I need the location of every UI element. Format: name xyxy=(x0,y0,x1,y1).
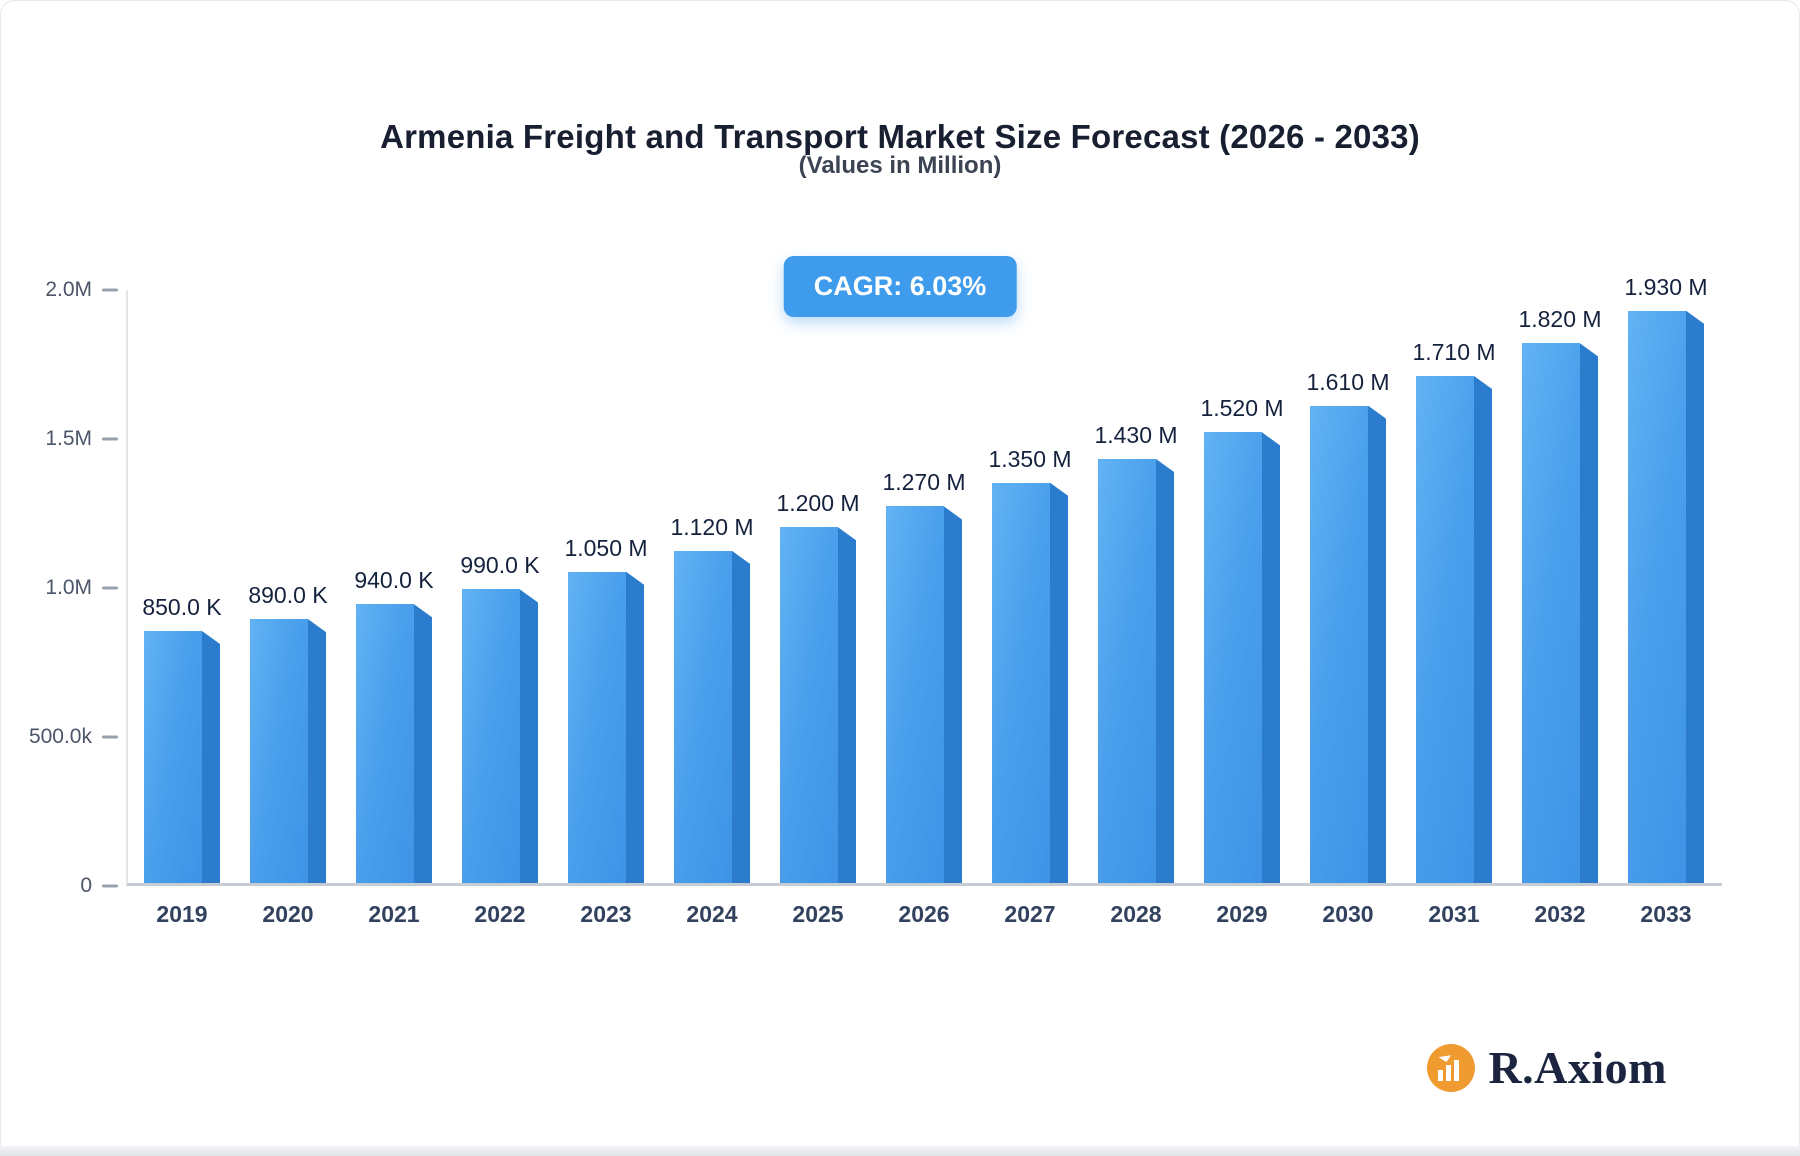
x-axis-label: 2025 xyxy=(792,901,844,927)
bar-group: 1.610 M 2030 xyxy=(1306,369,1389,927)
bar-side-face xyxy=(308,619,326,883)
y-tick-label: 0 xyxy=(80,874,92,897)
bar-value-label: 1.350 M xyxy=(988,445,1072,472)
x-axis-label: 2033 xyxy=(1640,901,1692,927)
bar-side-face xyxy=(1156,459,1174,883)
bar xyxy=(1628,310,1686,883)
bar-group: 1.200 M 2025 xyxy=(776,490,859,927)
bar-value-label: 890.0 K xyxy=(248,582,328,609)
y-tick-label: 1.5M xyxy=(45,427,92,450)
bar-group: 1.430 M 2028 xyxy=(1094,422,1177,927)
bar-side-face xyxy=(414,604,432,883)
y-tick-mark xyxy=(102,586,118,590)
bar-chart-icon xyxy=(1427,1043,1476,1092)
x-axis-label: 2027 xyxy=(1004,901,1056,927)
y-tick-mark xyxy=(102,735,118,739)
y-tick-label: 500.0k xyxy=(28,725,92,748)
plot-area: 850.0 K 2019 890.0 K 2020 940.0 K 2021 990.0 K… xyxy=(126,274,1722,927)
bar xyxy=(780,527,838,883)
bar xyxy=(1522,343,1580,883)
chart-title: Armenia Freight and Transport Market Siz… xyxy=(380,118,1420,156)
bar xyxy=(250,619,308,883)
bar-side-face xyxy=(626,571,644,883)
bar-group: 940.0 K 2021 xyxy=(354,567,434,927)
bar xyxy=(568,571,626,883)
bar xyxy=(1416,376,1474,883)
x-axis-label: 2029 xyxy=(1216,901,1268,927)
bar-group: 1.120 M 2024 xyxy=(670,514,753,927)
bar-group: 1.930 M 2033 xyxy=(1624,274,1707,927)
x-axis-label: 2026 xyxy=(898,901,950,927)
bar-value-label: 1.520 M xyxy=(1200,395,1284,422)
bar xyxy=(1310,405,1368,883)
bar xyxy=(886,506,944,883)
cagr-badge: CAGR: 6.03% xyxy=(783,256,1017,317)
bar-group: 1.350 M 2027 xyxy=(988,446,1071,927)
x-axis-label: 2028 xyxy=(1110,901,1162,927)
bar-side-face xyxy=(1262,432,1280,883)
bar-value-label: 1.200 M xyxy=(776,490,860,517)
bar-value-label: 1.270 M xyxy=(882,469,966,496)
bar-value-label: 1.820 M xyxy=(1518,306,1602,333)
bar-value-label: 940.0 K xyxy=(354,567,434,594)
bar-group: 990.0 K 2022 xyxy=(460,552,540,927)
bar xyxy=(144,630,202,883)
y-tick-mark xyxy=(102,884,118,888)
bar-group: 1.270 M 2026 xyxy=(882,469,965,927)
bar xyxy=(674,550,732,883)
x-axis-label: 2024 xyxy=(686,901,738,927)
x-axis-label: 2020 xyxy=(262,901,314,927)
bar-group: 1.050 M 2023 xyxy=(564,535,647,927)
y-tick-label: 2.0M xyxy=(45,278,92,301)
bar-value-label: 1.120 M xyxy=(670,513,754,540)
bottom-edge-strip xyxy=(0,1146,1800,1156)
bar xyxy=(462,589,520,883)
y-tick-label: 1.0M xyxy=(45,576,92,599)
bar-value-label: 1.610 M xyxy=(1306,368,1390,395)
bar-side-face xyxy=(732,550,750,883)
y-tick-mark xyxy=(102,437,118,441)
x-axis-label: 2030 xyxy=(1322,901,1374,927)
bar xyxy=(356,604,414,883)
x-axis-label: 2019 xyxy=(156,901,208,927)
bar-side-face xyxy=(1474,376,1492,883)
chart-area: 0 500.0k 1.0M 1.5M 2.0M 850.0 K 2019 890.0 K 20… xyxy=(0,274,1800,927)
x-axis-label: 2032 xyxy=(1534,901,1586,927)
x-axis-label: 2023 xyxy=(580,901,632,927)
bar-side-face xyxy=(1580,343,1598,883)
bar-group: 1.520 M 2029 xyxy=(1200,395,1283,927)
bar-value-label: 1.710 M xyxy=(1412,339,1496,365)
bar-group: 1.710 M 2031 xyxy=(1412,339,1495,927)
bar-value-label: 1.050 M xyxy=(564,534,648,561)
y-tick-mark xyxy=(102,288,118,292)
bar xyxy=(1204,432,1262,883)
x-axis-label: 2022 xyxy=(474,901,526,927)
logo-text: R.Axiom xyxy=(1488,1042,1667,1093)
bar-side-face xyxy=(838,527,856,883)
logo: R.Axiom xyxy=(1426,1041,1667,1094)
bar-side-face xyxy=(520,589,538,883)
bar-side-face xyxy=(202,630,220,883)
x-axis-label: 2021 xyxy=(368,901,420,927)
y-axis: 0 500.0k 1.0M 1.5M 2.0M xyxy=(0,278,126,897)
bar-group: 1.820 M 2032 xyxy=(1518,306,1601,927)
x-axis-label: 2031 xyxy=(1428,901,1480,927)
chart-subtitle: (Values in Million) xyxy=(798,152,1002,179)
bar-side-face xyxy=(1686,310,1704,883)
bar-group: 890.0 K 2020 xyxy=(248,582,328,927)
bar-value-label: 990.0 K xyxy=(460,552,540,579)
bar-value-label: 850.0 K xyxy=(142,593,222,620)
bar-side-face xyxy=(1050,482,1068,883)
bar-side-face xyxy=(944,506,962,883)
bar-group: 850.0 K 2019 xyxy=(142,594,222,927)
bar xyxy=(992,482,1050,883)
bar-value-label: 1.930 M xyxy=(1624,273,1708,300)
bar xyxy=(1098,459,1156,883)
bar-side-face xyxy=(1368,405,1386,883)
bar-value-label: 1.430 M xyxy=(1094,422,1178,449)
